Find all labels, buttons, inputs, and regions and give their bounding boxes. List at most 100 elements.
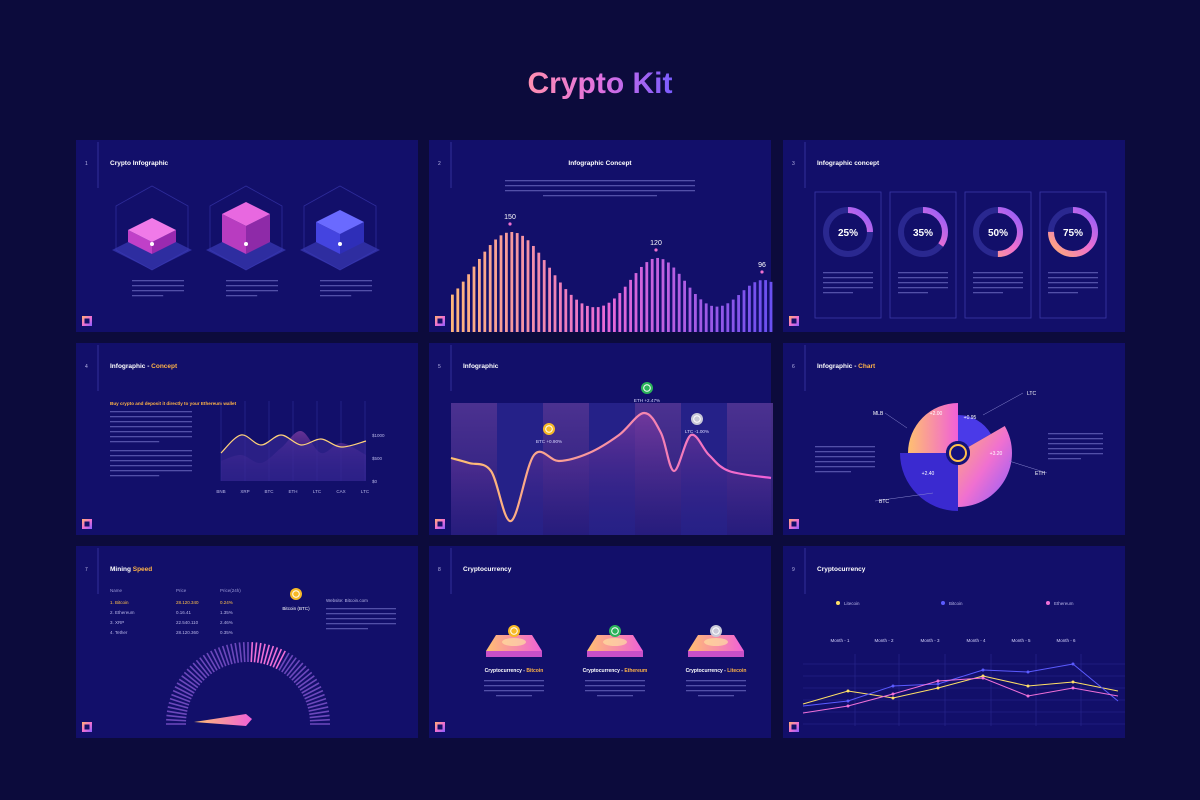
table-cell: 28.120.340 xyxy=(176,600,199,605)
gauge-tick xyxy=(253,642,258,663)
text-placeholder xyxy=(815,446,875,448)
segment-name: LTC xyxy=(1027,391,1036,397)
gauge-tick xyxy=(169,697,190,706)
pie-segment xyxy=(908,403,958,453)
segment-label: +0.95 xyxy=(964,415,977,421)
slide: 1 Crypto Infographic xyxy=(76,140,418,332)
gauge-tick xyxy=(308,706,329,712)
peak-label: 96 xyxy=(758,262,766,269)
gauge-tick xyxy=(174,686,194,697)
coin-icon-inner xyxy=(510,627,518,635)
slide-number: 8 xyxy=(438,567,441,573)
leader-line xyxy=(884,412,908,429)
text-placeholder xyxy=(898,292,928,294)
slide-title: Infographic - Chart xyxy=(817,363,876,370)
text-placeholder xyxy=(973,287,1023,289)
text-placeholder xyxy=(1048,282,1098,284)
gauge-tick xyxy=(309,710,330,716)
axis-label: BTC xyxy=(265,489,275,494)
gauge-tick xyxy=(250,642,254,663)
area xyxy=(451,412,771,535)
text-placeholder xyxy=(226,280,278,282)
slide-icon-inner xyxy=(791,521,797,527)
wave-bar xyxy=(753,282,757,332)
gauge-tick xyxy=(307,702,328,709)
gauge-tick xyxy=(189,665,205,681)
segment-label: +2.00 xyxy=(930,411,943,417)
text-placeholder xyxy=(132,285,184,287)
wave-bar xyxy=(742,290,746,332)
slide-number: 1 xyxy=(85,161,88,167)
text-placeholder xyxy=(326,628,368,630)
text-placeholder xyxy=(226,290,278,292)
slide-title-text: Infographic - xyxy=(817,363,858,370)
gauge-tick xyxy=(242,642,246,663)
slide-title-text: Infographic xyxy=(463,363,499,370)
cube-top xyxy=(128,218,176,242)
slide-title-text: Cryptocurrency xyxy=(817,566,866,573)
item-title: Cryptocurrency - Bitcoin xyxy=(485,668,544,674)
page-title: Crypto Kit xyxy=(528,67,673,100)
wave-bar xyxy=(618,293,622,332)
slide-title-text: Mining xyxy=(110,566,133,573)
wave-bar xyxy=(672,267,676,332)
gauge-tick xyxy=(281,654,294,673)
text-placeholder xyxy=(132,280,184,282)
line-point xyxy=(981,676,985,680)
text-placeholder xyxy=(110,460,192,462)
gauge-tick xyxy=(288,662,304,679)
text-placeholder xyxy=(1048,448,1103,450)
gauge-tick xyxy=(202,654,215,673)
slide-title-accent: Concept xyxy=(151,363,178,370)
wave-bar xyxy=(499,235,503,332)
text-placeholder xyxy=(815,471,851,473)
text-placeholder xyxy=(686,680,746,682)
line-point xyxy=(1026,694,1030,698)
text-placeholder xyxy=(110,426,192,428)
ring-value xyxy=(973,207,1023,257)
gauge-tick xyxy=(195,659,210,677)
month-label: Month - 5 xyxy=(1011,638,1031,643)
slide-background xyxy=(783,140,1125,332)
gauge-tick xyxy=(166,714,187,719)
gauge-tick xyxy=(286,659,301,677)
wave-bar xyxy=(623,286,627,332)
slide-title: Infographic Concept xyxy=(568,160,632,167)
line xyxy=(450,411,772,523)
wave-bar xyxy=(451,294,454,332)
slide-background xyxy=(783,546,1125,738)
text-placeholder xyxy=(326,608,396,610)
wave-bar xyxy=(494,239,497,332)
gauge-tick xyxy=(302,686,322,697)
cube-right xyxy=(246,214,270,254)
text-placeholder xyxy=(973,282,1023,284)
leader-line xyxy=(1008,460,1048,474)
coin-name: Bitcoin (BTC) xyxy=(282,606,310,611)
gauge-tick xyxy=(266,645,275,666)
text-placeholder xyxy=(484,690,544,692)
slide-number: 9 xyxy=(792,567,795,573)
text-placeholder xyxy=(110,411,192,413)
line-point xyxy=(1071,680,1075,684)
text-placeholder xyxy=(226,285,278,287)
text-placeholder xyxy=(505,180,695,182)
slide-number: 3 xyxy=(792,161,795,167)
line xyxy=(802,663,1119,707)
gauge-tick xyxy=(167,706,188,712)
text-placeholder xyxy=(110,436,192,438)
text-placeholder xyxy=(505,185,695,187)
month-label: Month - 1 xyxy=(830,638,850,643)
wave-bar xyxy=(699,299,703,332)
text-placeholder xyxy=(1048,433,1103,435)
table-cell: 28.120.360 xyxy=(176,630,199,635)
gauge-tick xyxy=(226,644,233,665)
text-placeholder xyxy=(496,695,532,697)
line-point xyxy=(936,679,940,683)
slide-title-accent: Speed xyxy=(133,566,153,573)
wave-bar xyxy=(591,307,595,332)
line-point xyxy=(1026,670,1030,674)
ring-card xyxy=(814,191,882,319)
item-accent: Ethereum xyxy=(624,668,648,674)
wave-bar xyxy=(748,285,751,332)
text-placeholder xyxy=(320,285,372,287)
